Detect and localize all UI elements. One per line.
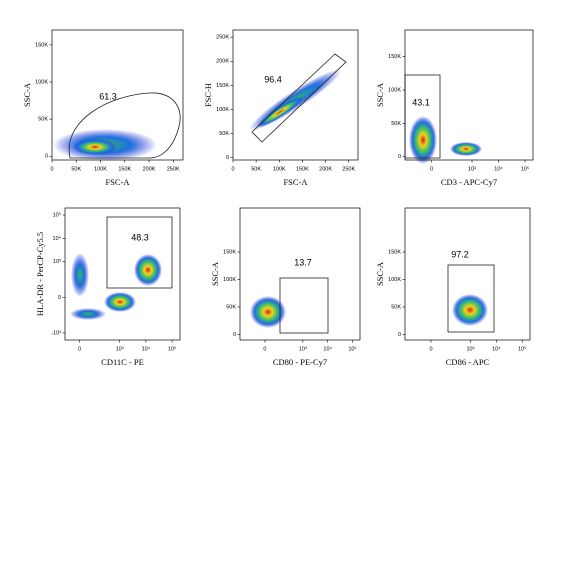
x-tick-label: 10⁵ (348, 345, 356, 352)
density-region (104, 292, 136, 312)
plot-frame (64, 207, 181, 341)
x-axis-label: CD86 - APC (446, 357, 490, 367)
y-tick-label: 50K (226, 304, 236, 310)
gate (279, 277, 329, 334)
gates (68, 53, 495, 334)
y-tick-label: 150K (388, 54, 401, 60)
y-tick-label: 10⁵ (53, 211, 61, 218)
x-tick-label: 10⁵ (518, 345, 526, 352)
gate (251, 53, 347, 143)
gate-percent: 61.3 (99, 91, 117, 101)
y-tick-label: 100K (216, 107, 229, 113)
y-tick-label: 100K (35, 79, 48, 85)
y-axis-label: SSC-A (375, 82, 385, 107)
y-tick-label: 0 (58, 295, 61, 301)
x-tick-label: 50K (251, 166, 261, 172)
y-tick-label: 0 (45, 154, 48, 160)
x-tick-label: 10³ (466, 346, 474, 352)
density-region (70, 308, 106, 320)
density-regions (53, 69, 488, 328)
x-axis-label: CD80 - PE-Cy7 (273, 357, 327, 367)
density-region (452, 294, 488, 326)
x-axis-label: FSC-A (105, 177, 130, 187)
y-axis-label: SSC-A (210, 261, 220, 286)
gate-percent: 43.1 (412, 97, 430, 107)
x-tick-label: 0 (430, 166, 433, 172)
plot-frame (232, 29, 359, 161)
y-tick-label: 150K (223, 249, 236, 255)
y-tick-label: 10⁴ (53, 235, 62, 242)
y-tick-label: 150K (388, 249, 401, 255)
x-tick-label: 10³ (299, 346, 307, 352)
y-tick-label: 50K (391, 304, 401, 310)
x-tick-label: 10⁴ (492, 345, 501, 352)
x-tick-label: 10⁴ (494, 165, 503, 172)
y-tick-label: 150K (216, 83, 229, 89)
y-tick-label: 10³ (53, 259, 61, 265)
x-tick-label: 100K (273, 166, 286, 172)
x-tick-label: 0 (50, 166, 53, 172)
x-tick-label: 250K (342, 166, 355, 172)
y-tick-label: 0 (398, 154, 401, 160)
x-tick-label: 250K (167, 166, 180, 172)
x-axis-label: CD3 - APC-Cy7 (441, 177, 497, 187)
x-tick-label: 10³ (468, 166, 476, 172)
x-tick-label: 150K (118, 166, 131, 172)
y-tick-label: 150K (35, 42, 48, 48)
gate (447, 264, 495, 333)
y-tick-label: 50K (219, 131, 229, 137)
density-region (71, 253, 89, 297)
x-tick-label: 10³ (116, 346, 124, 352)
density-region (134, 254, 162, 286)
y-axis-label: SSC-A (22, 82, 32, 107)
y-tick-label: 100K (223, 277, 236, 283)
x-tick-label: 10⁵ (168, 345, 176, 352)
plot-frame (51, 29, 184, 161)
gate-percent: 96.4 (264, 74, 282, 84)
y-tick-label: 200K (216, 59, 229, 65)
x-tick-label: 10⁴ (142, 345, 151, 352)
gate-percent: 48.3 (131, 232, 149, 242)
x-tick-label: 10⁴ (323, 345, 332, 352)
gate (106, 216, 173, 289)
y-tick-label: -10³ (51, 330, 61, 336)
density-region (409, 116, 437, 164)
plot-frame (404, 29, 534, 161)
x-axis-label: FSC-A (283, 177, 308, 187)
density-region (250, 296, 286, 328)
x-tick-label: 150K (296, 166, 309, 172)
density-region (73, 139, 117, 155)
plot-frame (239, 207, 361, 341)
y-axis-label: HLA-DR - PerCP-Cy5.5 (35, 232, 45, 316)
x-tick-label: 0 (429, 346, 432, 352)
y-axis-label: SSC-A (375, 261, 385, 286)
y-axis-label: FSC-H (203, 83, 213, 107)
density-region (450, 142, 482, 156)
y-tick-label: 0 (226, 155, 229, 161)
y-tick-label: 0 (398, 332, 401, 338)
x-tick-label: 200K (143, 166, 156, 172)
gate-percent: 13.7 (294, 257, 312, 267)
plot-frame (404, 207, 531, 341)
x-tick-label: 200K (319, 166, 332, 172)
gate (68, 92, 181, 159)
x-axis-label: CD11C - PE (101, 357, 144, 367)
y-tick-label: 50K (391, 121, 401, 127)
x-tick-label: 100K (94, 166, 107, 172)
y-tick-label: 50K (38, 117, 48, 123)
x-tick-label: 10⁵ (521, 165, 529, 172)
x-tick-label: 0 (231, 166, 234, 172)
x-tick-label: 50K (71, 166, 81, 172)
x-tick-label: 0 (263, 346, 266, 352)
x-tick-label: 0 (78, 346, 81, 352)
y-tick-label: 100K (388, 277, 401, 283)
density-region (256, 96, 304, 128)
y-tick-label: 250K (216, 35, 229, 41)
y-tick-label: 100K (388, 87, 401, 93)
gate-percent: 97.2 (451, 249, 469, 259)
y-tick-label: 0 (233, 332, 236, 338)
